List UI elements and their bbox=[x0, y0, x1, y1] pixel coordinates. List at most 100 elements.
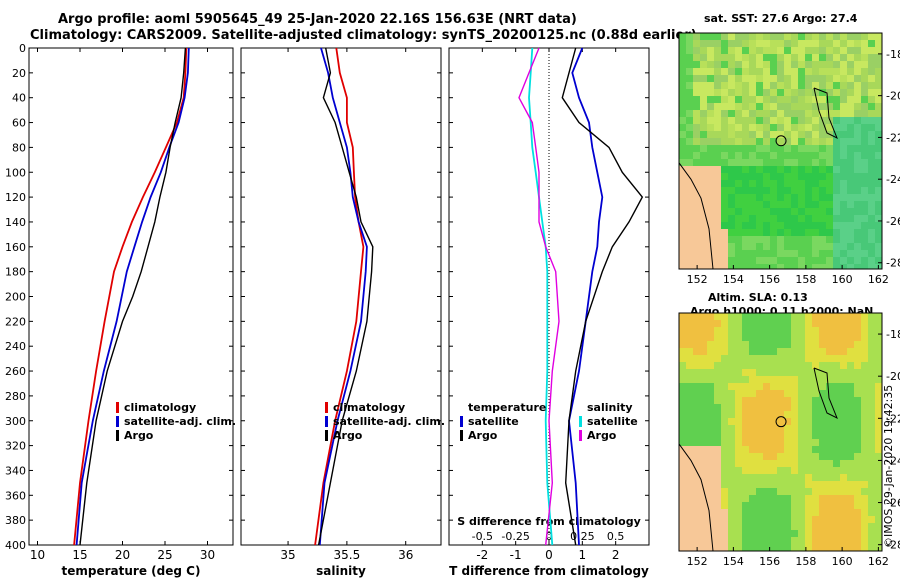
map-cell bbox=[707, 152, 714, 159]
map-cell bbox=[693, 523, 700, 530]
map-cell bbox=[714, 348, 721, 355]
map-cell bbox=[784, 229, 791, 236]
map-cell bbox=[868, 348, 875, 355]
map-cell bbox=[826, 334, 833, 341]
map-cell bbox=[805, 173, 812, 180]
map-cell bbox=[805, 131, 812, 138]
map-cell bbox=[735, 159, 742, 166]
map-cell bbox=[875, 453, 882, 460]
map-cell bbox=[679, 516, 686, 523]
map-cell bbox=[875, 411, 882, 418]
map-cell bbox=[819, 264, 826, 269]
map-cell bbox=[791, 460, 798, 467]
map-cell bbox=[721, 124, 728, 131]
map-cell bbox=[819, 215, 826, 222]
map-cell bbox=[777, 509, 784, 516]
map-cell bbox=[854, 502, 861, 509]
map-cell bbox=[770, 481, 777, 488]
map-cell bbox=[805, 348, 812, 355]
map-cell bbox=[819, 453, 826, 460]
map-cell bbox=[679, 411, 686, 418]
map-cell bbox=[686, 404, 693, 411]
map-cell bbox=[798, 208, 805, 215]
map-cell bbox=[819, 33, 826, 40]
map-cell bbox=[749, 418, 756, 425]
map-cell bbox=[812, 236, 819, 243]
map-cell bbox=[770, 516, 777, 523]
map-cell bbox=[868, 460, 875, 467]
x-tick-label: 1 bbox=[579, 548, 587, 562]
map-cell bbox=[875, 313, 882, 320]
map-cell bbox=[756, 439, 763, 446]
map-cell bbox=[798, 390, 805, 397]
map-cell bbox=[791, 117, 798, 124]
map-cell bbox=[679, 488, 686, 495]
map-cell bbox=[833, 544, 840, 551]
map-cell bbox=[840, 75, 847, 82]
map-cell bbox=[784, 383, 791, 390]
map-cell bbox=[770, 117, 777, 124]
map-cell bbox=[861, 194, 868, 201]
map-cell bbox=[805, 411, 812, 418]
depth-tick-label: 40 bbox=[12, 92, 26, 105]
map-cell bbox=[728, 488, 735, 495]
map-cell bbox=[742, 362, 749, 369]
map-cell bbox=[812, 418, 819, 425]
map-cell bbox=[721, 481, 728, 488]
map-cell bbox=[854, 75, 861, 82]
map-cell bbox=[833, 334, 840, 341]
map-cell bbox=[714, 327, 721, 334]
map-cell bbox=[714, 208, 721, 215]
map-cell bbox=[679, 334, 686, 341]
argo-location-marker bbox=[775, 135, 787, 147]
map-cell bbox=[854, 138, 861, 145]
map-cell bbox=[819, 446, 826, 453]
map-cell bbox=[679, 460, 686, 467]
map-cell bbox=[777, 369, 784, 376]
map-cell bbox=[847, 313, 854, 320]
map-cell bbox=[686, 40, 693, 47]
map-cell bbox=[742, 215, 749, 222]
map-cell bbox=[714, 180, 721, 187]
map-cell bbox=[679, 152, 686, 159]
map-cell bbox=[868, 516, 875, 523]
map-cell bbox=[707, 495, 714, 502]
map-cell bbox=[798, 166, 805, 173]
map-cell bbox=[819, 236, 826, 243]
map-cell bbox=[700, 117, 707, 124]
map-cell bbox=[756, 166, 763, 173]
map-cell bbox=[693, 124, 700, 131]
map-cell bbox=[840, 201, 847, 208]
map-cell bbox=[833, 68, 840, 75]
map-cell bbox=[693, 103, 700, 110]
map-cell bbox=[847, 516, 854, 523]
map-cell bbox=[721, 516, 728, 523]
map-cell bbox=[756, 236, 763, 243]
map-cell bbox=[826, 355, 833, 362]
map-cell bbox=[791, 264, 798, 269]
map-cell bbox=[798, 40, 805, 47]
map-cell bbox=[812, 516, 819, 523]
map-cell bbox=[686, 138, 693, 145]
map-cell bbox=[763, 215, 770, 222]
map-cell bbox=[770, 75, 777, 82]
map-cell bbox=[875, 460, 882, 467]
map-cell bbox=[756, 397, 763, 404]
map-cell bbox=[812, 439, 819, 446]
map-cell bbox=[840, 103, 847, 110]
depth-tick-label: 340 bbox=[5, 464, 26, 477]
map-cell bbox=[798, 355, 805, 362]
map-cell bbox=[868, 166, 875, 173]
map-cell bbox=[707, 40, 714, 47]
map-cell bbox=[833, 103, 840, 110]
map-cell bbox=[875, 488, 882, 495]
map-cell bbox=[812, 61, 819, 68]
map-cell bbox=[756, 152, 763, 159]
map-cell bbox=[742, 530, 749, 537]
map-cell bbox=[763, 159, 770, 166]
map-cell bbox=[770, 418, 777, 425]
map-cell bbox=[721, 523, 728, 530]
map-cell bbox=[826, 320, 833, 327]
map-cell bbox=[756, 390, 763, 397]
map-cell bbox=[721, 439, 728, 446]
